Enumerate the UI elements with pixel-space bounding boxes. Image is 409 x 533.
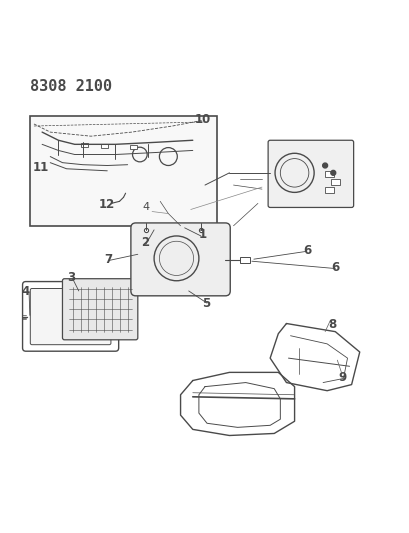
Text: 5: 5 [202, 297, 210, 310]
FancyBboxPatch shape [22, 281, 118, 351]
Text: 8308 2100: 8308 2100 [30, 79, 112, 94]
Text: 6: 6 [303, 244, 311, 257]
Text: 4: 4 [22, 285, 30, 298]
Bar [129, 145, 137, 149]
Text: 1: 1 [198, 228, 207, 241]
Text: 9: 9 [338, 371, 346, 384]
FancyBboxPatch shape [130, 223, 230, 296]
FancyBboxPatch shape [267, 140, 353, 207]
Circle shape [330, 171, 335, 175]
Bar [324, 171, 333, 177]
Circle shape [322, 163, 327, 168]
Bar [324, 188, 333, 193]
Text: 12: 12 [98, 198, 114, 211]
Text: 11: 11 [33, 161, 49, 174]
Text: 8: 8 [328, 318, 336, 331]
FancyBboxPatch shape [62, 279, 137, 340]
Text: 4: 4 [142, 203, 149, 213]
Text: 10: 10 [194, 112, 211, 126]
FancyBboxPatch shape [30, 288, 111, 345]
Bar [81, 143, 88, 147]
Text: 7: 7 [104, 253, 112, 265]
Text: 3: 3 [67, 271, 75, 285]
Bar [330, 179, 339, 185]
Bar [239, 257, 249, 263]
Bar [30, 116, 217, 226]
Bar [101, 144, 108, 148]
Text: 6: 6 [330, 261, 339, 274]
Text: 2: 2 [140, 236, 148, 249]
